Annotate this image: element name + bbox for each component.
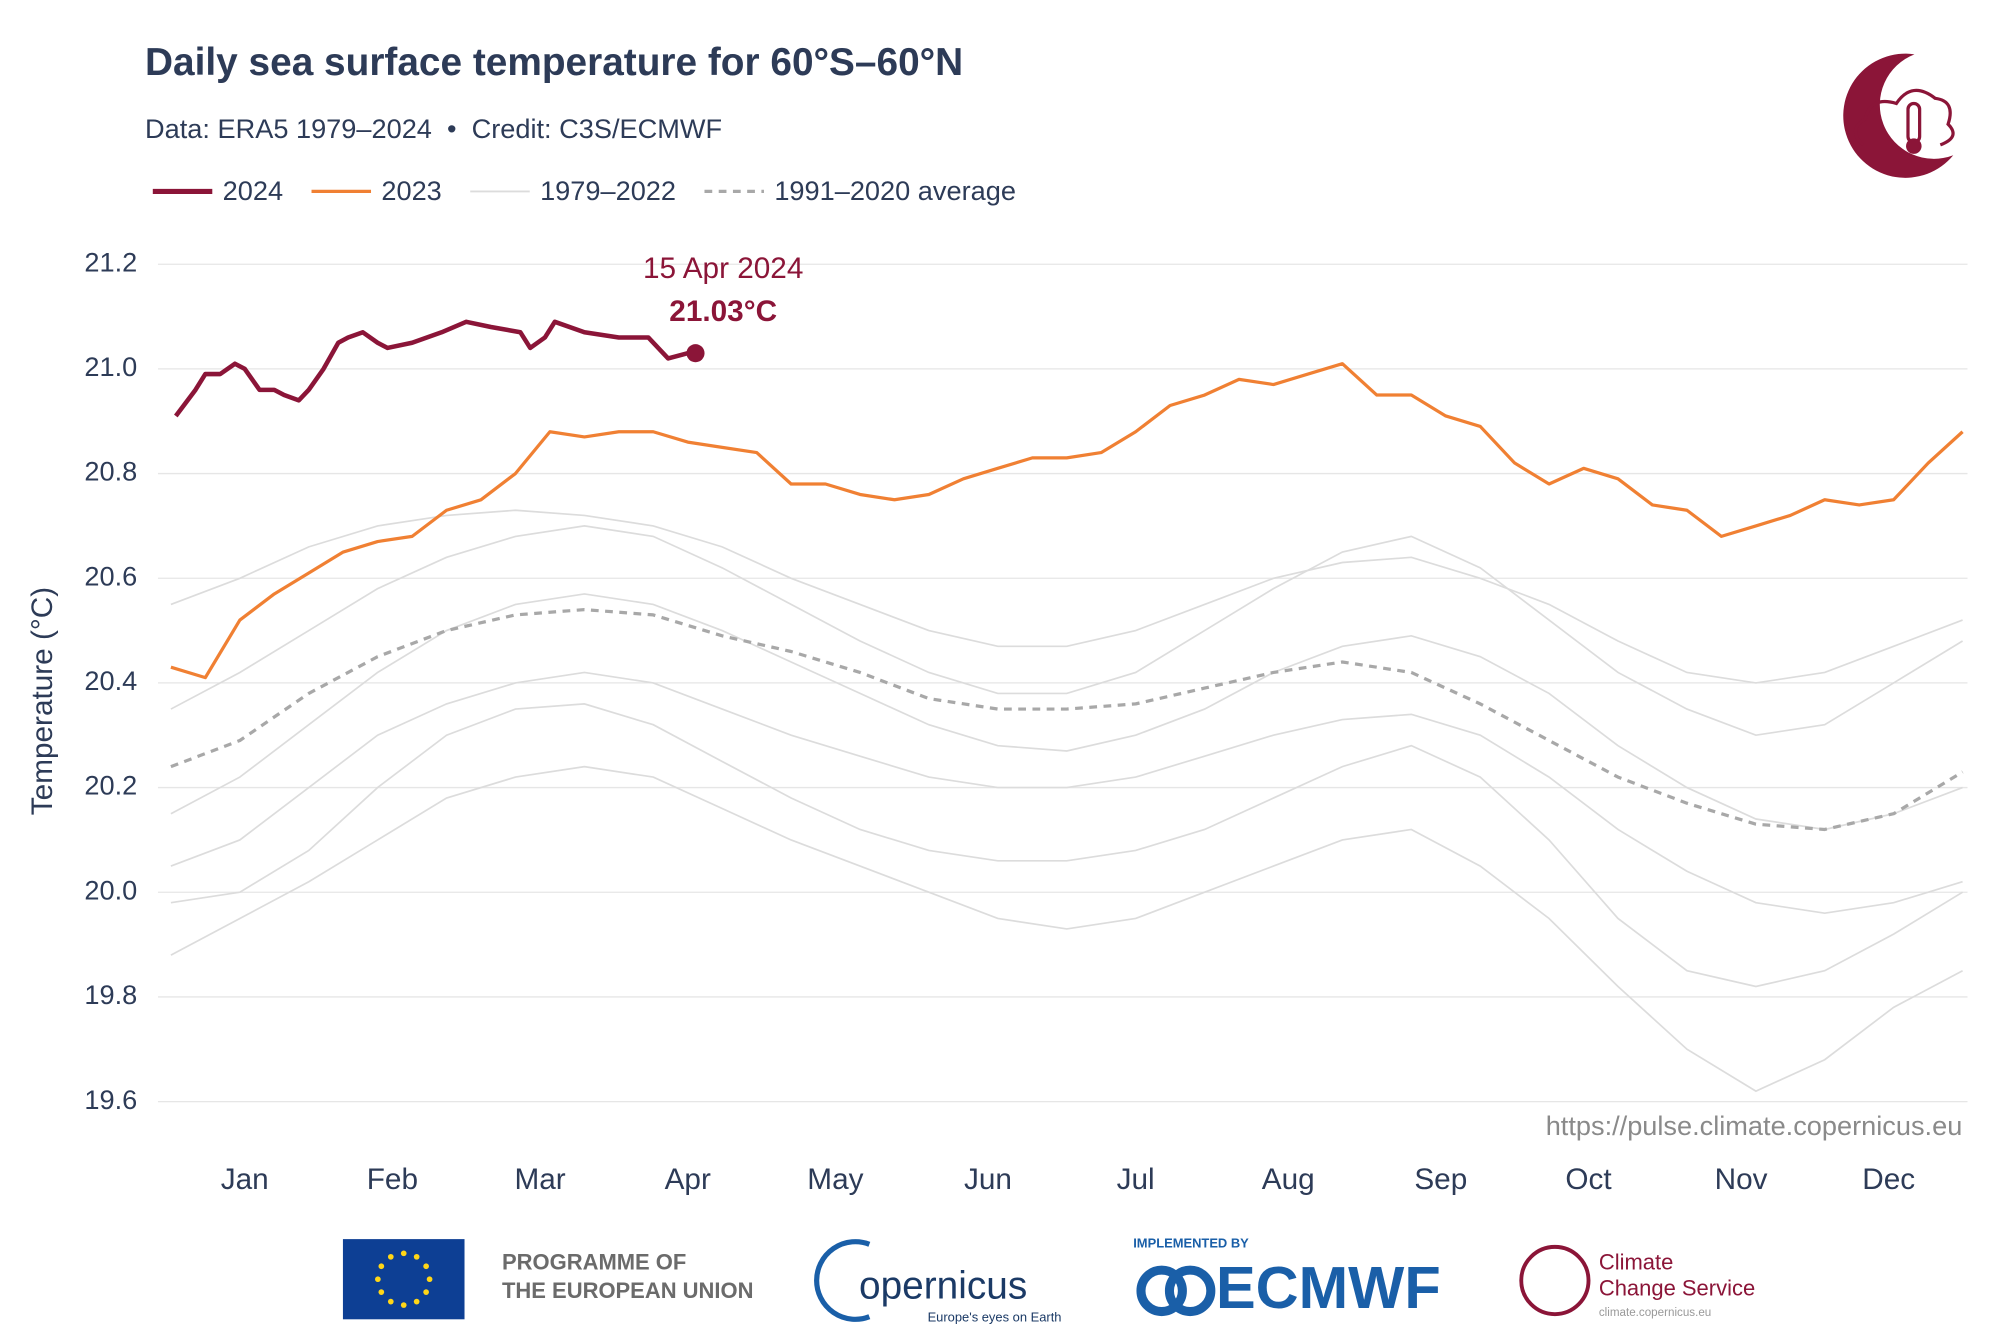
background-line <box>170 525 1964 737</box>
legend-label: 2024 <box>223 175 283 206</box>
logo-crescent <box>1843 53 1954 178</box>
y-tick-label: 20.4 <box>84 665 137 696</box>
y-tick-label: 21.2 <box>84 246 137 277</box>
logo-cloud <box>1853 88 1955 147</box>
x-tick-label: Jul <box>1117 1163 1155 1196</box>
eu-star <box>400 1250 407 1257</box>
series-line <box>174 319 689 418</box>
background-line <box>170 593 1963 831</box>
source-url: https://pulse.climate.copernicus.eu <box>1546 1110 1963 1141</box>
eu-star <box>400 1302 407 1308</box>
y-tick-label: 19.8 <box>84 979 137 1010</box>
y-axis-label: Temperature (°C) <box>26 587 59 815</box>
c3s-logo <box>1843 53 1955 178</box>
x-tick-label: Jan <box>221 1163 269 1196</box>
x-tick-label: Feb <box>367 1163 418 1196</box>
eu-text: THE EUROPEAN UNION <box>502 1278 753 1303</box>
x-tick-label: Mar <box>514 1163 565 1196</box>
eu-star <box>413 1253 420 1260</box>
c3s-text: Climate <box>1599 1249 1673 1274</box>
ecmwf-mark <box>1136 1265 1187 1317</box>
c3s-mark <box>1519 1244 1591 1317</box>
c3s-text: Change Service <box>1599 1275 1755 1300</box>
legend-label: 1979–2022 <box>540 175 676 206</box>
series-line <box>170 607 1964 832</box>
eu-stars <box>375 1250 433 1308</box>
eu-star <box>387 1253 394 1260</box>
eu-text: PROGRAMME OF <box>502 1249 686 1274</box>
copernicus-c <box>814 1239 871 1322</box>
logo-bulb <box>1906 138 1922 154</box>
eu-star <box>413 1298 420 1305</box>
logo-thermometer <box>1906 101 1922 144</box>
x-tick-label: Oct <box>1565 1163 1612 1196</box>
x-tick-label: Jun <box>964 1163 1012 1196</box>
y-tick-label: 20.2 <box>84 770 137 801</box>
x-tick-label: Nov <box>1715 1163 1768 1196</box>
x-tick-label: Apr <box>665 1163 711 1196</box>
annotation-point <box>686 344 705 363</box>
y-tick-label: 20.0 <box>84 874 137 905</box>
y-tick-label: 21.0 <box>84 351 137 382</box>
copernicus-text: opernicus <box>859 1265 1027 1308</box>
eu-star <box>375 1276 381 1283</box>
plot-area <box>157 263 1968 1103</box>
annotation-value: 21.03°C <box>669 295 777 328</box>
legend-label: 2023 <box>381 175 441 206</box>
footer-logos: PROGRAMME OF THE EUROPEAN UNION opernicu… <box>342 1236 1755 1324</box>
eu-star <box>423 1263 429 1270</box>
implemented-by: IMPLEMENTED BY <box>1133 1236 1249 1251</box>
y-tick-label: 20.6 <box>84 560 137 591</box>
x-tick-label: Dec <box>1862 1163 1915 1196</box>
eu-star <box>378 1263 385 1270</box>
eu-star <box>426 1276 433 1283</box>
background-line <box>170 703 1964 988</box>
x-tick-label: May <box>807 1163 863 1196</box>
chart-title: Daily sea surface temperature for 60°S–6… <box>145 41 963 84</box>
legend-label: 1991–2020 average <box>774 175 1016 206</box>
chart-subtitle: Data: ERA5 1979–2024 • Credit: C3S/ECMWF <box>145 113 722 144</box>
y-tick-label: 20.8 <box>84 456 137 487</box>
y-tick-label: 19.6 <box>84 1084 137 1115</box>
eu-star <box>387 1298 394 1305</box>
x-tick-label: Sep <box>1414 1163 1467 1196</box>
background-line <box>170 671 1963 915</box>
x-tick-label: Aug <box>1262 1163 1315 1196</box>
c3s-url: climate.copernicus.eu <box>1599 1306 1711 1319</box>
ecmwf-text: ECMWF <box>1216 1254 1441 1321</box>
annotation-date: 15 Apr 2024 <box>643 252 803 285</box>
copernicus-tagline: Europe's eyes on Earth <box>928 1309 1062 1324</box>
background-line <box>170 765 1963 1093</box>
series-line <box>170 362 1964 680</box>
eu-star <box>378 1289 385 1295</box>
ecmwf-mark <box>1164 1265 1216 1317</box>
background-line <box>170 509 1963 684</box>
eu-star <box>423 1289 429 1295</box>
